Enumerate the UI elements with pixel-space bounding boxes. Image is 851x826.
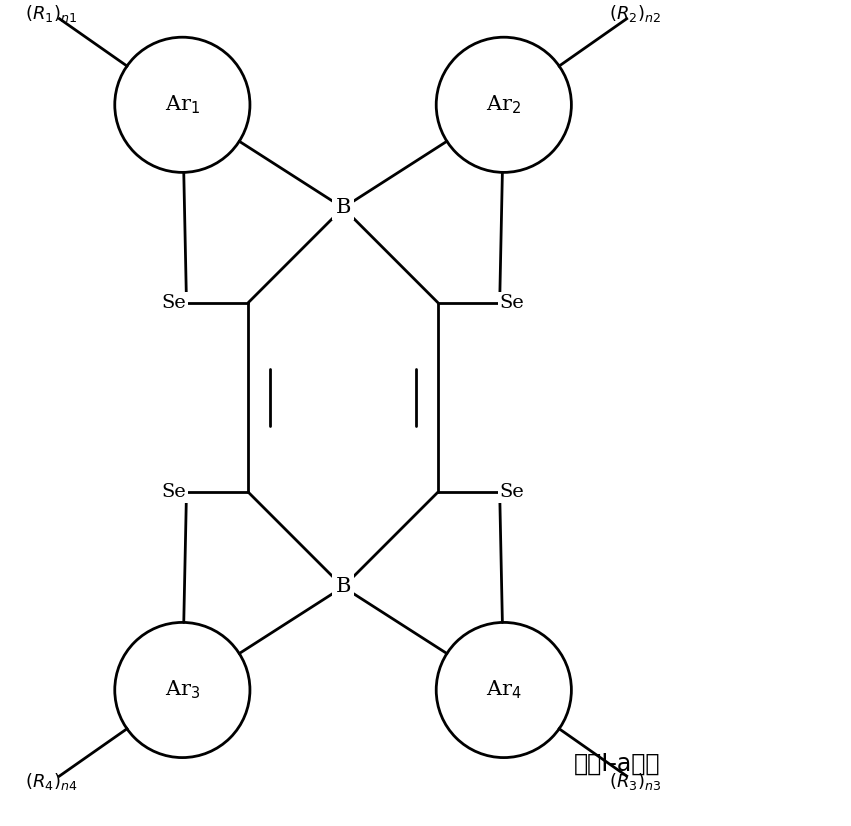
Text: $(R_3)_{n3}$: $(R_3)_{n3}$ bbox=[608, 771, 661, 792]
Text: Ar$_1$: Ar$_1$ bbox=[165, 93, 200, 116]
Text: 式（I-a）；: 式（I-a）； bbox=[574, 752, 660, 776]
Text: $(R_1)_{n1}$: $(R_1)_{n1}$ bbox=[26, 2, 77, 24]
Text: Ar$_4$: Ar$_4$ bbox=[486, 679, 522, 701]
Text: B: B bbox=[335, 577, 351, 596]
Text: Se: Se bbox=[162, 483, 186, 501]
Text: Se: Se bbox=[162, 293, 186, 311]
Text: Ar$_3$: Ar$_3$ bbox=[164, 679, 200, 701]
Text: $(R_4)_{n4}$: $(R_4)_{n4}$ bbox=[26, 771, 77, 792]
Text: B: B bbox=[335, 198, 351, 217]
Text: Se: Se bbox=[500, 483, 524, 501]
Text: Se: Se bbox=[500, 293, 524, 311]
Text: Ar$_2$: Ar$_2$ bbox=[486, 93, 522, 116]
Text: $(R_2)_{n2}$: $(R_2)_{n2}$ bbox=[608, 2, 660, 24]
